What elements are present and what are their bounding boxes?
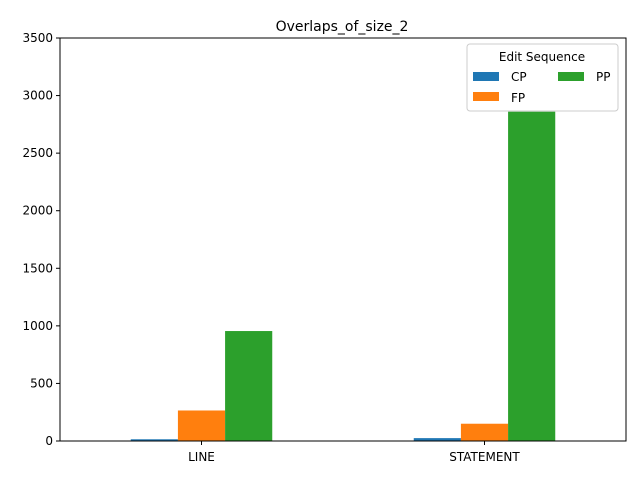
bar-cp-line xyxy=(130,439,178,441)
bar-fp-statement xyxy=(460,423,509,441)
x-tick-label: LINE xyxy=(188,450,215,464)
bar-pp-statement xyxy=(508,111,556,441)
legend-swatch-fp xyxy=(473,92,499,101)
legend-label-cp: CP xyxy=(511,70,527,84)
bar-cp-statement xyxy=(413,438,461,441)
y-tick-label: 1000 xyxy=(22,319,53,333)
x-tick-label: STATEMENT xyxy=(449,450,520,464)
y-axis: 0 500 1000 1500 2000 2500 3000 3500 xyxy=(22,31,60,448)
y-tick-label: 3000 xyxy=(22,89,53,103)
legend-box xyxy=(466,43,619,112)
y-tick-label: 2500 xyxy=(22,146,53,160)
legend-swatch-pp xyxy=(558,72,584,81)
bars-group xyxy=(130,111,556,441)
y-tick-label: 2000 xyxy=(22,204,53,218)
legend-label-pp: PP xyxy=(596,70,610,84)
y-tick-label: 0 xyxy=(45,434,53,448)
chart-title: Overlaps_of_size_2 xyxy=(276,19,409,35)
y-tick-label: 3500 xyxy=(22,31,53,45)
legend-title: Edit Sequence xyxy=(499,50,585,64)
bar-fp-line xyxy=(177,410,226,441)
y-tick-label: 1500 xyxy=(22,261,53,275)
legend-label-fp: FP xyxy=(511,91,525,105)
plot-frame xyxy=(59,37,627,442)
y-tick-label: 500 xyxy=(30,376,53,390)
bar-pp-line xyxy=(225,331,273,441)
x-axis: LINE STATEMENT xyxy=(188,441,520,464)
legend: Edit Sequence CP FP PP xyxy=(466,43,619,112)
legend-swatch-cp xyxy=(473,72,499,81)
